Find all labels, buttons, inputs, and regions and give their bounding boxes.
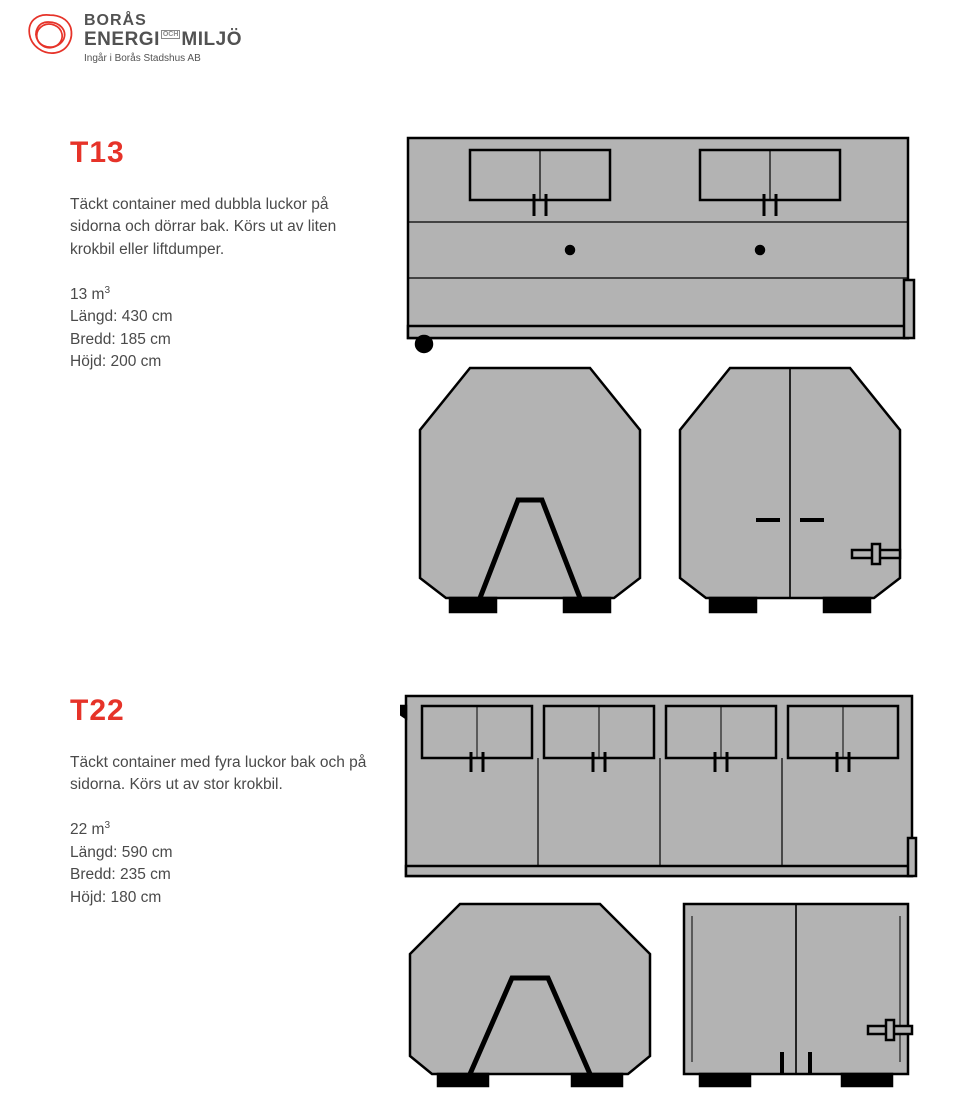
spec-width: Bredd: 185 cm [70, 329, 400, 351]
spec-volume: 22 m3 [70, 819, 400, 842]
logo: BORÅS ENERGIOCHMILJÖ Ingår i Borås Stads… [24, 10, 242, 64]
spec-height: Höjd: 200 cm [70, 351, 400, 373]
product-illustration [400, 688, 920, 1088]
spec-width: Bredd: 235 cm [70, 864, 400, 886]
logo-symbol-icon [24, 10, 76, 58]
logo-subtext: Ingår i Borås Stadshus AB [84, 53, 242, 64]
product-specs: 13 m3 Längd: 430 cm Bredd: 185 cm Höjd: … [70, 283, 400, 373]
product-code: T22 [70, 694, 400, 728]
logo-line1: BORÅS [84, 12, 242, 30]
spec-height: Höjd: 180 cm [70, 887, 400, 909]
spec-length: Längd: 430 cm [70, 306, 400, 328]
product-description: Täckt container med fyra luckor bak och … [70, 752, 370, 797]
product-description: Täckt container med dubbla luckor på sid… [70, 194, 370, 261]
spec-length: Längd: 590 cm [70, 842, 400, 864]
product-t22: T22 Täckt container med fyra luckor bak … [70, 688, 930, 1088]
product-illustration [400, 130, 920, 620]
product-code: T13 [70, 136, 400, 170]
spec-volume: 13 m3 [70, 283, 400, 306]
product-t13: T13 Täckt container med dubbla luckor på… [70, 130, 930, 620]
logo-line2: ENERGIOCHMILJÖ [84, 30, 242, 49]
product-specs: 22 m3 Längd: 590 cm Bredd: 235 cm Höjd: … [70, 819, 400, 909]
